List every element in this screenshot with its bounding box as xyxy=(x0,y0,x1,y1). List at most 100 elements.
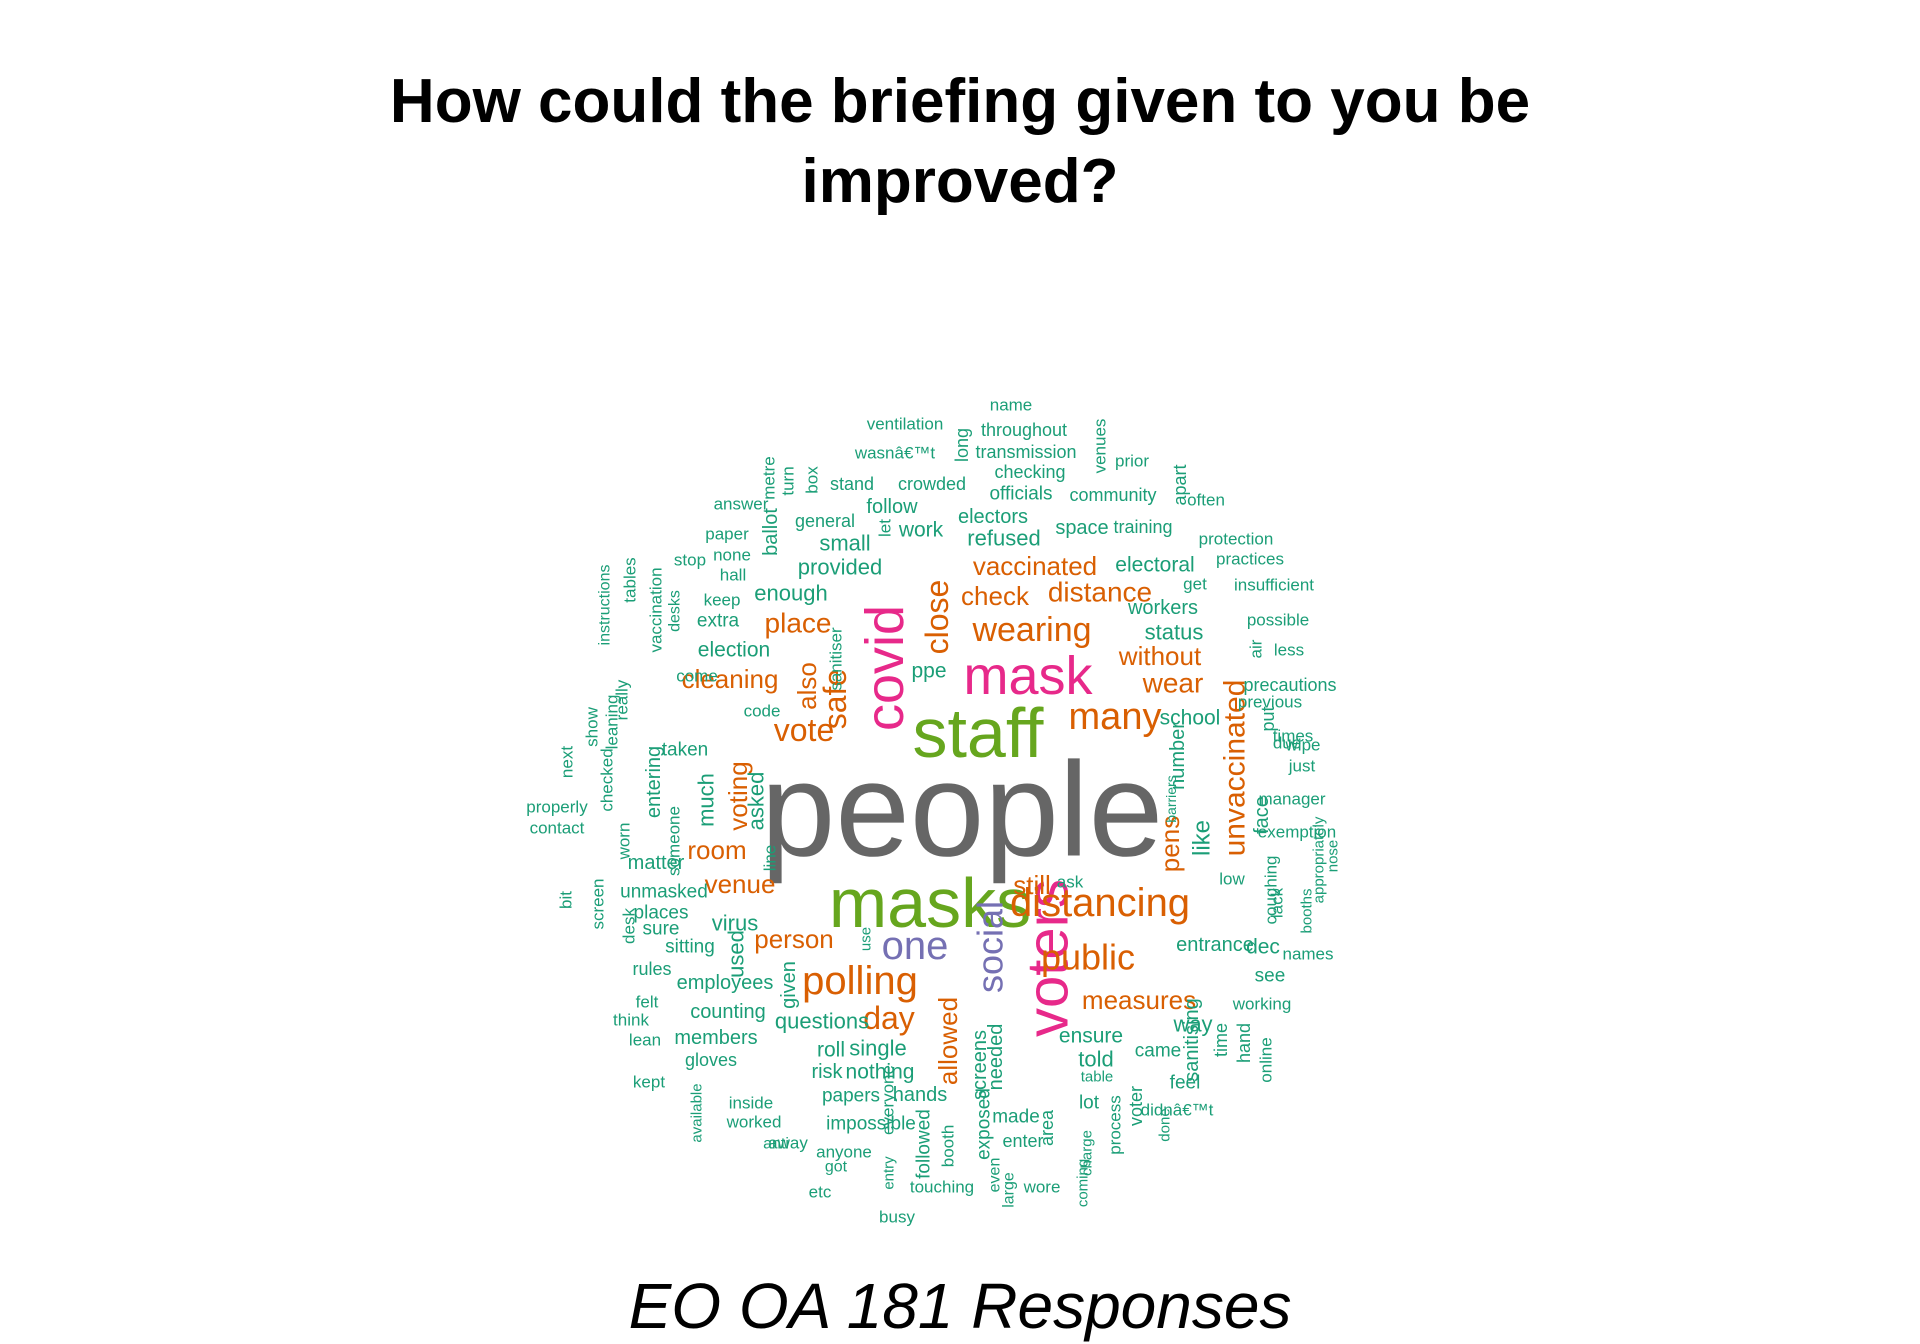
word-98: next xyxy=(558,746,577,778)
word-83: election xyxy=(698,639,770,662)
word-89: ppe xyxy=(911,660,946,683)
word-56: paper xyxy=(705,525,749,544)
word-100: due xyxy=(1273,734,1301,753)
word-68: provided xyxy=(798,555,882,580)
word-155: single xyxy=(849,1036,906,1061)
word-127: coughing xyxy=(1262,855,1281,924)
word-102: entering xyxy=(643,746,665,818)
word-53: community xyxy=(1069,485,1156,505)
word-42: metre xyxy=(760,456,779,499)
word-7: social xyxy=(970,901,1011,993)
word-192: coming xyxy=(1075,1159,1092,1207)
word-112: properly xyxy=(526,798,588,817)
word-154: ensure xyxy=(1059,1025,1123,1048)
word-139: entrance xyxy=(1176,934,1254,956)
word-104: just xyxy=(1288,757,1316,776)
word-65: stop xyxy=(674,551,706,570)
word-31: room xyxy=(687,835,746,865)
word-175: available xyxy=(689,1083,706,1142)
word-69: electoral xyxy=(1115,554,1194,577)
word-95: put xyxy=(1258,706,1278,731)
word-191: even xyxy=(987,1158,1004,1193)
word-198: busy xyxy=(879,1208,915,1227)
word-141: employees xyxy=(677,972,774,994)
word-37: long xyxy=(952,428,972,462)
word-76: enough xyxy=(754,581,827,606)
word-178: impossible xyxy=(826,1114,916,1135)
word-106: much xyxy=(694,773,719,827)
word-91: show xyxy=(583,706,602,746)
word-41: prior xyxy=(1115,452,1149,471)
word-5: mask xyxy=(963,646,1093,706)
word-123: screen xyxy=(589,878,608,929)
word-147: questions xyxy=(775,1009,869,1034)
word-79: extra xyxy=(697,611,740,632)
word-152: lean xyxy=(629,1031,661,1050)
word-96: previous xyxy=(1238,693,1302,712)
word-15: vote xyxy=(774,712,834,748)
word-26: venue xyxy=(705,869,776,899)
word-115: contact xyxy=(530,819,585,838)
word-113: barriers xyxy=(1163,775,1179,822)
word-46: crowded xyxy=(898,474,966,494)
word-161: risk xyxy=(811,1061,843,1083)
word-64: small xyxy=(819,531,870,556)
word-150: time xyxy=(1211,1023,1231,1057)
word-144: counting xyxy=(690,1001,766,1023)
word-179: exposed xyxy=(974,1088,995,1160)
word-85: air xyxy=(1247,639,1266,658)
word-166: feel xyxy=(1170,1073,1201,1094)
word-19: vaccinated xyxy=(973,551,1097,581)
word-181: area xyxy=(1037,1109,1057,1146)
word-116: exemption xyxy=(1258,823,1336,842)
word-66: none xyxy=(713,546,751,565)
word-185: anyone xyxy=(816,1143,872,1162)
word-118: appropriately xyxy=(1311,816,1328,903)
word-93: code xyxy=(744,702,781,721)
word-101: wipe xyxy=(1285,736,1321,755)
word-6: one xyxy=(882,924,949,968)
word-157: came xyxy=(1135,1041,1181,1062)
word-92: leaning xyxy=(603,695,622,750)
word-70: practices xyxy=(1216,550,1284,569)
word-108: face xyxy=(1251,796,1273,834)
word-63: protection xyxy=(1199,530,1274,549)
word-48: apart xyxy=(1170,464,1190,505)
title-line-1: How could the briefing given to you be xyxy=(389,67,1531,136)
word-148: way xyxy=(1172,1012,1212,1037)
word-110: worn xyxy=(615,823,634,861)
word-81: possible xyxy=(1247,611,1309,630)
word-2: staff xyxy=(912,694,1044,772)
word-138: rules xyxy=(632,959,671,979)
word-13: close xyxy=(919,580,955,655)
word-128: desk xyxy=(620,908,639,944)
word-187: booth xyxy=(939,1125,958,1168)
word-17: day xyxy=(863,1000,915,1036)
word-36: throughout xyxy=(981,420,1067,440)
word-75: keep xyxy=(704,591,741,610)
word-164: needed xyxy=(985,1024,1007,1091)
word-74: desks xyxy=(667,590,684,632)
word-156: roll xyxy=(817,1039,845,1062)
word-162: nothing xyxy=(846,1061,915,1084)
word-12: wearing xyxy=(971,611,1091,649)
word-119: matter xyxy=(628,852,685,874)
word-140: see xyxy=(1255,966,1286,987)
word-25: also xyxy=(792,662,822,710)
word-78: insufficient xyxy=(1234,576,1314,595)
word-188: enter xyxy=(1002,1131,1043,1151)
word-3: voters xyxy=(1016,879,1081,1037)
word-180: made xyxy=(992,1107,1040,1128)
word-177: away xyxy=(768,1134,808,1153)
word-34: name xyxy=(990,396,1033,415)
word-67: hall xyxy=(720,566,746,585)
word-23: without xyxy=(1118,641,1202,671)
word-149: sanitising xyxy=(1181,998,1203,1081)
word-39: wasnâ€™t xyxy=(854,444,936,463)
word-21: place xyxy=(765,608,832,639)
word-125: ask xyxy=(1057,873,1084,892)
word-52: officials xyxy=(989,484,1052,505)
word-160: online xyxy=(1257,1037,1276,1082)
word-9: polling xyxy=(802,959,918,1003)
